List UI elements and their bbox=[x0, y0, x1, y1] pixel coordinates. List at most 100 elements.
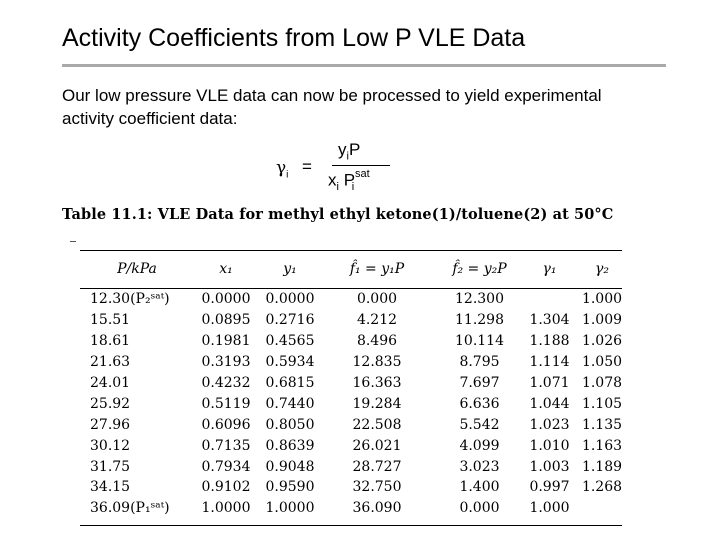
cell-x1: 0.6096 bbox=[201, 416, 251, 433]
cell-pressure: 15.51 bbox=[90, 312, 131, 329]
cell-f1: 32.750 bbox=[352, 479, 402, 496]
cell-f1: 26.021 bbox=[352, 437, 402, 454]
cell-gamma2: 1.009 bbox=[581, 312, 623, 329]
formula-den-p-superscript: sat bbox=[355, 168, 370, 180]
cell-f1: 36.090 bbox=[352, 500, 402, 517]
cell-f1: 4.212 bbox=[356, 312, 398, 329]
table-row: 21.63 0.3193 0.5934 12.835 8.795 1.114 1.050 bbox=[80, 352, 632, 373]
table-row: 27.96 0.6096 0.8050 22.508 5.542 1.023 1.135 bbox=[80, 414, 632, 435]
activity-coefficient-formula: γi = yiP xi Psati bbox=[276, 140, 390, 196]
table-top-rule bbox=[80, 250, 622, 251]
table-row: 15.51 0.0895 0.2716 4.212 11.298 1.304 1.009 bbox=[80, 310, 632, 331]
cell-x1: 0.7934 bbox=[201, 458, 251, 475]
cell-f1: 12.835 bbox=[352, 354, 402, 371]
cell-x1: 0.5119 bbox=[201, 395, 251, 412]
header-x1: x₁ bbox=[219, 261, 233, 277]
cell-f2: 10.114 bbox=[455, 333, 504, 350]
formula-num-y-subscript: i bbox=[346, 150, 349, 163]
cell-pressure: 31.75 bbox=[90, 458, 131, 475]
cell-x1: 0.4232 bbox=[201, 375, 251, 391]
table-caption: Table 11.1: VLE Data for methyl ethyl ke… bbox=[62, 206, 614, 223]
cell-gamma1 bbox=[527, 283, 572, 310]
cell-gamma1: 1.023 bbox=[529, 416, 570, 433]
cell-gamma1: 0.997 bbox=[529, 479, 570, 496]
cell-x1: 0.9102 bbox=[201, 479, 251, 496]
cell-pressure: 24.01 bbox=[90, 375, 131, 391]
cell-f1: 19.284 bbox=[352, 395, 402, 412]
table-header-row: P/kPa x₁ y₁ f̂₁ = y₁P f̂₂ = y₂P γ₁ γ₂ bbox=[80, 255, 632, 283]
table-row: 12.30(P₂ˢᵃᵗ) 0.0000 0.0000 0.000 12.300 1.000 bbox=[80, 283, 632, 310]
formula-fraction-bar bbox=[332, 165, 390, 166]
title-divider bbox=[62, 64, 666, 67]
cell-gamma1: 1.071 bbox=[529, 375, 570, 391]
cell-f2: 11.298 bbox=[455, 312, 504, 329]
table-row: 30.12 0.7135 0.8639 26.021 4.099 1.010 1.163 bbox=[80, 435, 632, 456]
cell-gamma1: 1.010 bbox=[529, 437, 570, 454]
cell-gamma1: 1.003 bbox=[529, 458, 570, 475]
cell-gamma2: 1.050 bbox=[581, 354, 623, 371]
margin-tick bbox=[70, 241, 76, 242]
cell-pressure: 21.63 bbox=[90, 354, 131, 371]
cell-y1: 0.5934 bbox=[265, 354, 315, 371]
table-row: 34.15 0.9102 0.9590 32.750 1.400 0.997 1.268 bbox=[80, 477, 632, 498]
cell-f1: 28.727 bbox=[352, 458, 402, 475]
cell-x1: 0.0000 bbox=[201, 291, 251, 308]
intro-text: Our low pressure VLE data can now be pro… bbox=[62, 86, 602, 128]
cell-gamma2: 1.268 bbox=[581, 479, 623, 496]
cell-f2: 0.000 bbox=[459, 500, 500, 517]
table-bottom-rule bbox=[80, 525, 622, 526]
table-header-rule bbox=[80, 288, 622, 289]
cell-y1: 0.9048 bbox=[265, 458, 315, 475]
cell-f1: 0.000 bbox=[356, 291, 398, 308]
cell-f1: 22.508 bbox=[352, 416, 402, 433]
cell-x1: 0.7135 bbox=[201, 437, 251, 454]
header-y1: y₁ bbox=[283, 261, 297, 277]
cell-pressure: 34.15 bbox=[90, 479, 131, 496]
header-gamma1: γ₁ bbox=[542, 261, 557, 277]
cell-gamma1: 1.304 bbox=[529, 312, 570, 329]
cell-y1: 0.7440 bbox=[265, 395, 315, 412]
formula-lhs: γi bbox=[276, 158, 288, 180]
cell-gamma2: 1.135 bbox=[581, 416, 623, 433]
header-f2: f̂₂ = y₂P bbox=[452, 261, 507, 277]
cell-gamma2: 1.105 bbox=[581, 395, 623, 412]
formula-gamma: γ bbox=[276, 158, 287, 178]
header-f1: f̂₁ = y₁P bbox=[349, 261, 405, 277]
cell-x1: 0.1981 bbox=[201, 333, 251, 350]
formula-den-x-subscript: i bbox=[336, 181, 339, 194]
table-body: 12.30(P₂ˢᵃᵗ) 0.0000 0.0000 0.000 12.300 1.000… bbox=[80, 283, 632, 519]
formula-numerator: yiP bbox=[338, 140, 360, 162]
cell-pressure: 12.30(P₂ˢᵃᵗ) bbox=[90, 291, 170, 308]
formula-gamma-subscript: i bbox=[286, 169, 289, 181]
cell-x1: 0.0895 bbox=[201, 312, 251, 329]
cell-x1: 0.3193 bbox=[201, 354, 251, 371]
cell-f2: 8.795 bbox=[459, 354, 500, 371]
cell-gamma2: 1.163 bbox=[581, 437, 623, 454]
cell-y1: 0.9590 bbox=[265, 479, 315, 496]
cell-f1: 8.496 bbox=[356, 333, 398, 350]
table-row: 25.92 0.5119 0.7440 19.284 6.636 1.044 1.105 bbox=[80, 393, 632, 414]
cell-y1: 0.8050 bbox=[265, 416, 315, 433]
cell-y1: 0.2716 bbox=[265, 312, 315, 329]
cell-f1: 16.363 bbox=[352, 375, 402, 391]
cell-gamma1: 1.114 bbox=[529, 354, 570, 371]
formula-num-y: y bbox=[338, 140, 347, 159]
cell-gamma1: 1.044 bbox=[529, 395, 570, 412]
table-row: 24.01 0.4232 0.6815 16.363 7.697 1.071 1.078 bbox=[80, 373, 632, 394]
cell-y1: 1.0000 bbox=[265, 500, 315, 517]
cell-pressure: 25.92 bbox=[90, 395, 131, 412]
cell-gamma1: 1.188 bbox=[529, 333, 570, 350]
cell-f2: 4.099 bbox=[459, 437, 500, 454]
cell-x1: 1.0000 bbox=[201, 500, 251, 517]
table-row: 36.09(P₁ˢᵃᵗ) 1.0000 1.0000 36.090 0.000 1.000 bbox=[80, 498, 632, 519]
cell-y1: 0.0000 bbox=[265, 291, 315, 308]
cell-gamma2 bbox=[572, 498, 632, 519]
vle-data-table: P/kPa x₁ y₁ f̂₁ = y₁P f̂₂ = y₂P γ₁ γ₂ 12… bbox=[80, 255, 632, 519]
cell-f2: 5.542 bbox=[459, 416, 500, 433]
cell-f2: 1.400 bbox=[459, 479, 500, 496]
table-row: 18.61 0.1981 0.4565 8.496 10.114 1.188 1.026 bbox=[80, 331, 632, 352]
cell-gamma1: 1.000 bbox=[529, 500, 570, 517]
cell-pressure: 27.96 bbox=[90, 416, 131, 433]
formula-den-x: x bbox=[328, 170, 337, 190]
formula-num-p: P bbox=[348, 140, 361, 159]
